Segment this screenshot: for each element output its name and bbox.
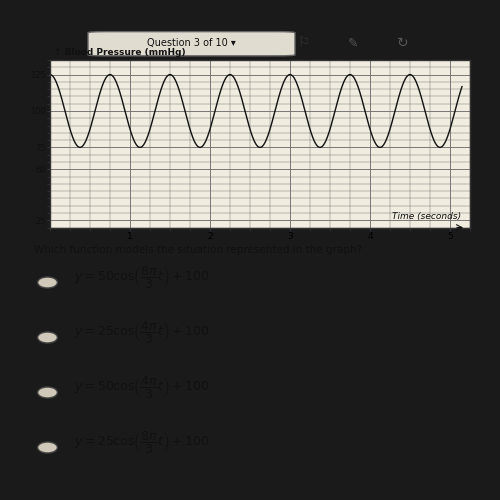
Circle shape [38,442,58,453]
Text: $y = 25\cos\!\left(\dfrac{8\pi}{3}t\right)+100$: $y = 25\cos\!\left(\dfrac{8\pi}{3}t\righ… [74,429,210,455]
Text: $y = 25\cos\!\left(\dfrac{4\pi}{3}t\right)+100$: $y = 25\cos\!\left(\dfrac{4\pi}{3}t\righ… [74,319,210,345]
Text: $y = 50\cos\!\left(\dfrac{8\pi}{3}t\right)+100$: $y = 50\cos\!\left(\dfrac{8\pi}{3}t\righ… [74,264,210,290]
Circle shape [38,277,58,288]
Text: Time (seconds): Time (seconds) [392,212,462,221]
Circle shape [38,332,58,343]
FancyBboxPatch shape [88,32,295,56]
Text: $y = 50\cos\!\left(\dfrac{4\pi}{3}t\right)+100$: $y = 50\cos\!\left(\dfrac{4\pi}{3}t\righ… [74,374,210,400]
Text: ↑ Blood Pressure (mmHg): ↑ Blood Pressure (mmHg) [54,48,186,56]
Text: Question 3 of 10 ▾: Question 3 of 10 ▾ [147,38,236,48]
Text: Which function models the situation represented in the graph?: Which function models the situation repr… [34,245,362,255]
Text: ⚐: ⚐ [298,36,310,50]
Text: ↻: ↻ [397,36,409,50]
Circle shape [38,387,58,398]
Text: ✎: ✎ [348,36,359,50]
